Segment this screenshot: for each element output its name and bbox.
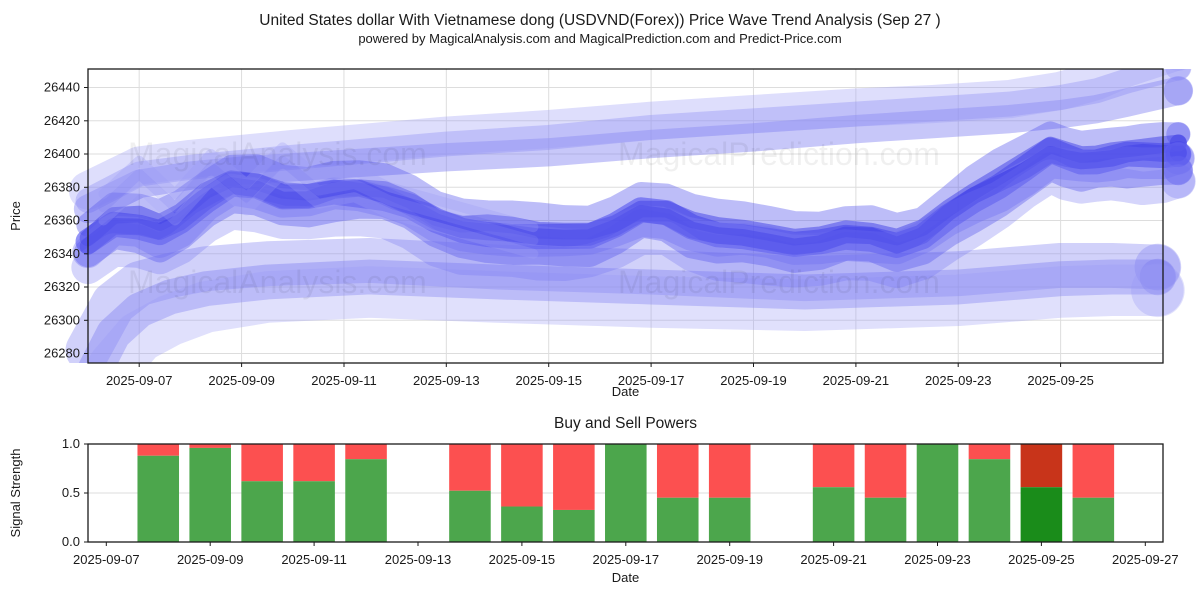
svg-text:2025-09-07: 2025-09-07	[73, 552, 140, 567]
svg-text:1.0: 1.0	[62, 436, 80, 451]
svg-text:2025-09-09: 2025-09-09	[177, 552, 244, 567]
svg-text:2025-09-27: 2025-09-27	[1112, 552, 1179, 567]
svg-text:2025-09-11: 2025-09-11	[281, 552, 347, 567]
svg-text:MagicalAnalysis.com: MagicalAnalysis.com	[128, 136, 427, 172]
svg-text:2025-09-15: 2025-09-15	[515, 373, 582, 388]
svg-text:26420: 26420	[44, 113, 80, 128]
svg-text:26380: 26380	[44, 179, 80, 194]
svg-text:26320: 26320	[44, 279, 80, 294]
svg-text:2025-09-23: 2025-09-23	[904, 552, 971, 567]
svg-text:2025-09-17: 2025-09-17	[593, 552, 660, 567]
svg-text:Signal Strength: Signal Strength	[8, 449, 23, 538]
svg-text:2025-09-15: 2025-09-15	[489, 552, 556, 567]
svg-text:26360: 26360	[44, 213, 80, 228]
svg-text:2025-09-19: 2025-09-19	[720, 373, 787, 388]
svg-text:2025-09-09: 2025-09-09	[208, 373, 275, 388]
svg-text:Date: Date	[612, 384, 639, 399]
svg-text:26400: 26400	[44, 146, 80, 161]
svg-text:2025-09-21: 2025-09-21	[800, 552, 867, 567]
svg-text:26340: 26340	[44, 246, 80, 261]
svg-text:2025-09-25: 2025-09-25	[1008, 552, 1075, 567]
svg-text:MagicalPrediction.com: MagicalPrediction.com	[760, 400, 1062, 432]
svg-text:2025-09-13: 2025-09-13	[413, 373, 480, 388]
svg-text:MagicalAnalysis.com: MagicalAnalysis.com	[128, 264, 427, 300]
svg-text:2025-09-19: 2025-09-19	[696, 552, 763, 567]
svg-text:MagicalPrediction.com: MagicalPrediction.com	[618, 264, 940, 300]
svg-text:Date: Date	[612, 570, 639, 585]
svg-text:2025-09-21: 2025-09-21	[823, 373, 890, 388]
svg-text:2025-09-25: 2025-09-25	[1027, 373, 1094, 388]
svg-text:Buy and Sell Powers: Buy and Sell Powers	[554, 415, 697, 432]
svg-text:26440: 26440	[44, 80, 80, 95]
svg-text:2025-09-13: 2025-09-13	[385, 552, 452, 567]
svg-text:0.0: 0.0	[62, 534, 80, 549]
svg-text:2025-09-11: 2025-09-11	[311, 373, 377, 388]
svg-text:0.5: 0.5	[62, 485, 80, 500]
svg-text:26300: 26300	[44, 312, 80, 327]
svg-text:MagicalPrediction.com: MagicalPrediction.com	[618, 136, 940, 172]
svg-text:26280: 26280	[44, 346, 80, 361]
svg-text:Price: Price	[8, 201, 23, 231]
svg-text:2025-09-07: 2025-09-07	[106, 373, 173, 388]
svg-text:2025-09-23: 2025-09-23	[925, 373, 992, 388]
